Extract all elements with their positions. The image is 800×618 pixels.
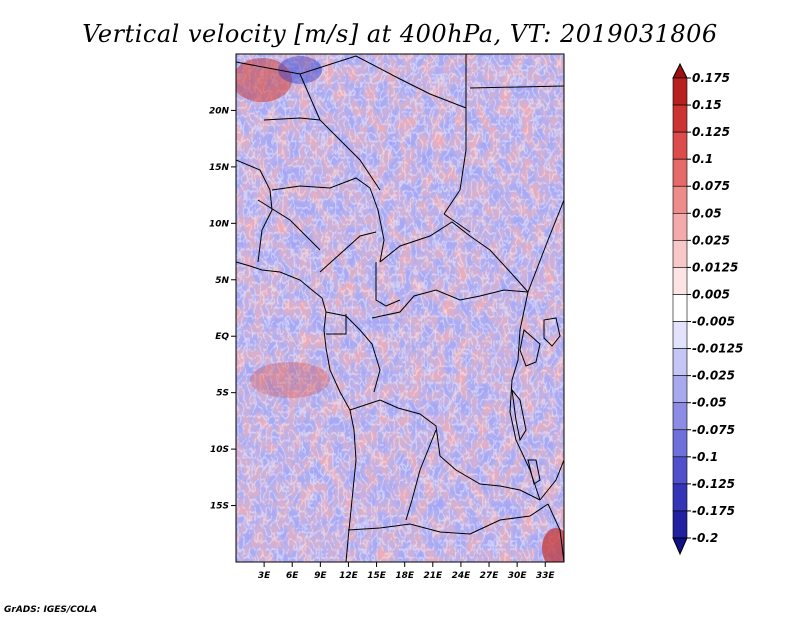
- map-frame: [235, 53, 565, 563]
- colorbar: 0.175 0.15 0.125 0.1 0.075 0.05 0.025 0.0125 0.0…: [672, 62, 743, 556]
- colorbar-label: 0.1: [692, 152, 713, 166]
- colorbar-label: 0.075: [692, 179, 730, 193]
- map-panel: 20N 15N 10N 5N EQ 5S 10S 15S 3E 6E 9E 12E 15E 18E 21E…: [209, 53, 565, 581]
- colorbar-label: 0.025: [692, 233, 730, 247]
- colorbar-swatch: [672, 294, 688, 322]
- colorbar-label: -0.05: [692, 396, 727, 410]
- lon-tick-label: 12E: [339, 571, 359, 581]
- lat-tick-label: EQ: [215, 332, 229, 342]
- longitude-axis: 3E 6E 9E 12E 15E 18E 21E 24E 27E 30E 33E: [258, 562, 556, 581]
- lat-tick-label: 15S: [210, 502, 229, 512]
- colorbar-label: -0.0125: [692, 342, 743, 356]
- lon-tick-label: 18E: [395, 571, 415, 581]
- lon-tick-label: 21E: [423, 571, 443, 581]
- lon-tick-label: 15E: [367, 571, 387, 581]
- lat-tick-label: 10N: [209, 219, 230, 229]
- lat-tick-label: 10S: [210, 445, 229, 455]
- colorbar-label: 0.0125: [692, 260, 738, 274]
- colorbar-label: 0.125: [692, 125, 730, 139]
- colorbar-swatch: [672, 131, 688, 160]
- colorbar-label: -0.005: [692, 315, 735, 329]
- lat-tick-label: 5S: [216, 389, 229, 399]
- colorbar-label: -0.1: [692, 450, 718, 464]
- colorbar-swatch: [672, 158, 688, 187]
- colorbar-label: -0.075: [692, 423, 735, 437]
- lon-tick-label: 30E: [508, 571, 528, 581]
- colorbar-swatch: [672, 348, 688, 376]
- colorbar-swatch: [672, 104, 688, 133]
- lon-tick-label: 6E: [286, 571, 299, 581]
- colorbar-swatch: [672, 267, 688, 295]
- country-boundaries: [236, 54, 564, 562]
- lon-tick-label: 9E: [314, 571, 327, 581]
- colorbar-swatch: [672, 185, 688, 214]
- colorbar-label: -0.2: [692, 531, 718, 545]
- colorbar-label: 0.05: [692, 206, 722, 220]
- latitude-axis: 20N 15N 10N 5N EQ 5S 10S 15S: [209, 106, 236, 512]
- colorbar-label: 0.005: [692, 287, 730, 301]
- vertical-velocity-field: [236, 54, 564, 562]
- lon-tick-label: 27E: [480, 571, 500, 581]
- colorbar-swatch: [672, 483, 688, 512]
- colorbar-swatch: [672, 77, 688, 106]
- colorbar-swatch: [672, 429, 688, 458]
- plot-title: Vertical velocity [m/s] at 400hPa, VT: 2…: [82, 20, 717, 48]
- colorbar-swatch: [672, 321, 688, 349]
- colorbar-bottom-arrow: [672, 537, 688, 556]
- colorbar-swatch: [672, 510, 688, 539]
- colorbar-swatch: [672, 375, 688, 404]
- colorbar-label: -0.175: [692, 504, 735, 518]
- colorbar-swatch: [672, 240, 688, 268]
- colorbar-label: -0.025: [692, 369, 735, 383]
- lat-tick-label: 15N: [209, 163, 230, 173]
- lat-tick-label: 5N: [215, 276, 229, 286]
- colorbar-label: -0.125: [692, 477, 735, 491]
- colorbar-label: 0.15: [692, 98, 722, 112]
- lat-tick-label: 20N: [209, 106, 230, 116]
- lon-tick-label: 24E: [452, 571, 472, 581]
- colorbar-top-arrow: [672, 62, 688, 79]
- colorbar-swatch: [672, 212, 688, 241]
- colorbar-swatch: [672, 456, 688, 485]
- lon-tick-label: 3E: [258, 571, 271, 581]
- colorbar-swatch: [672, 402, 688, 431]
- colorbar-label: 0.175: [692, 71, 730, 85]
- lon-tick-label: 33E: [536, 571, 556, 581]
- grads-credit: GrADS: IGES/COLA: [4, 605, 97, 615]
